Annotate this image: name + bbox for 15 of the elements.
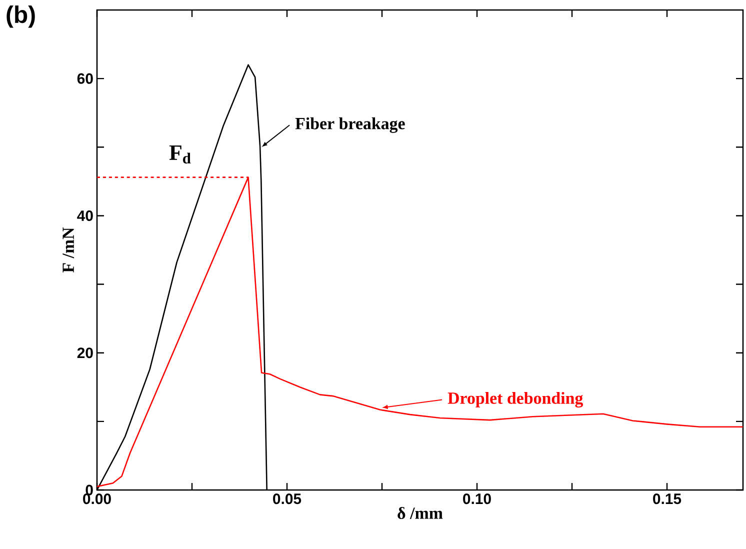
annotation: Droplet debonding bbox=[448, 392, 584, 408]
x-axis-title: δ /mm bbox=[398, 506, 443, 520]
y-tick-label: 60 bbox=[77, 73, 93, 84]
ref-line-label: F$_{d}$ bbox=[169, 145, 191, 164]
y-tick-label: 20 bbox=[77, 348, 93, 358]
y-axis-title: F /mN bbox=[62, 227, 74, 273]
x-tick-label: 0.15 bbox=[653, 494, 682, 504]
y-tick-label: 0 bbox=[86, 484, 93, 496]
x-tick-label: 0.10 bbox=[463, 494, 491, 504]
x-tick-label: 0.05 bbox=[273, 494, 302, 504]
annotation: Fiber breakage bbox=[295, 117, 405, 133]
line-series bbox=[97, 176, 744, 488]
x-tick-label: 0.00 bbox=[83, 494, 111, 504]
chart-title: (b) bbox=[6, 6, 35, 28]
y-tick-label: 40 bbox=[77, 210, 93, 221]
